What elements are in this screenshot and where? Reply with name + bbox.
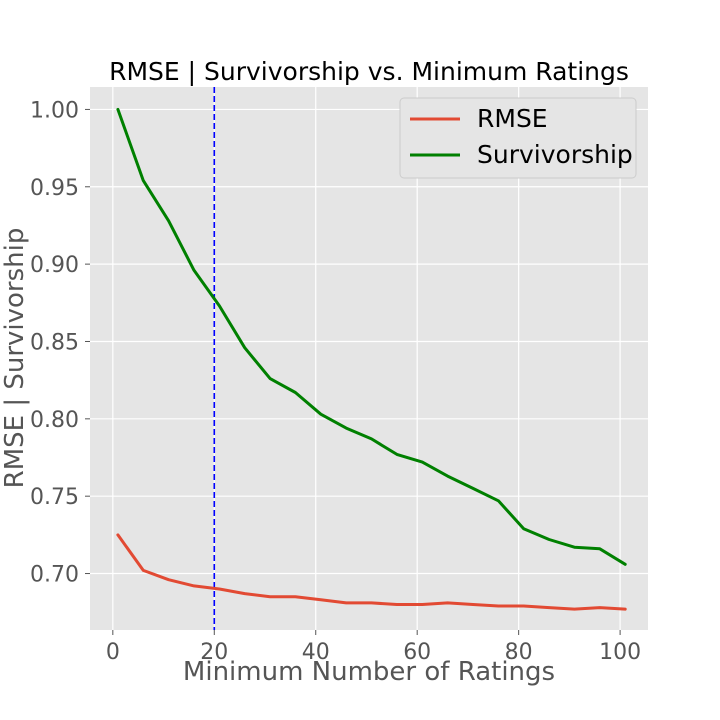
y-tick-label: 0.90 <box>30 253 79 278</box>
chart-title: RMSE | Survivorship vs. Minimum Ratings <box>109 57 629 86</box>
x-tick-label: 40 <box>302 640 330 665</box>
y-tick-label: 0.70 <box>30 563 79 588</box>
x-axis-label: Minimum Number of Ratings <box>183 657 555 687</box>
y-axis-ticks: 0.70 0.75 0.80 0.85 0.90 0.95 1.00 <box>30 98 90 588</box>
y-tick-label: 1.00 <box>30 98 79 123</box>
y-tick-label: 0.75 <box>30 485 79 510</box>
y-tick-label: 0.95 <box>30 176 79 201</box>
x-axis-ticks: 0 20 40 60 80 100 <box>106 630 641 665</box>
x-tick-label: 60 <box>403 640 431 665</box>
legend: RMSE Survivorship <box>399 97 637 179</box>
legend-label-survivorship: Survivorship <box>477 140 633 169</box>
series-lines <box>116 107 627 611</box>
x-tick-label: 20 <box>200 640 228 665</box>
y-tick-label: 0.85 <box>30 330 79 355</box>
x-tick-label: 80 <box>505 640 533 665</box>
series-line-rmse <box>116 533 627 611</box>
x-tick-label: 100 <box>599 640 641 665</box>
y-axis-label: RMSE | Survivorship <box>0 228 30 489</box>
legend-label-rmse: RMSE <box>477 104 548 133</box>
series-line-survivorship <box>116 107 627 566</box>
y-tick-label: 0.80 <box>30 408 79 433</box>
x-tick-label: 0 <box>106 640 120 665</box>
